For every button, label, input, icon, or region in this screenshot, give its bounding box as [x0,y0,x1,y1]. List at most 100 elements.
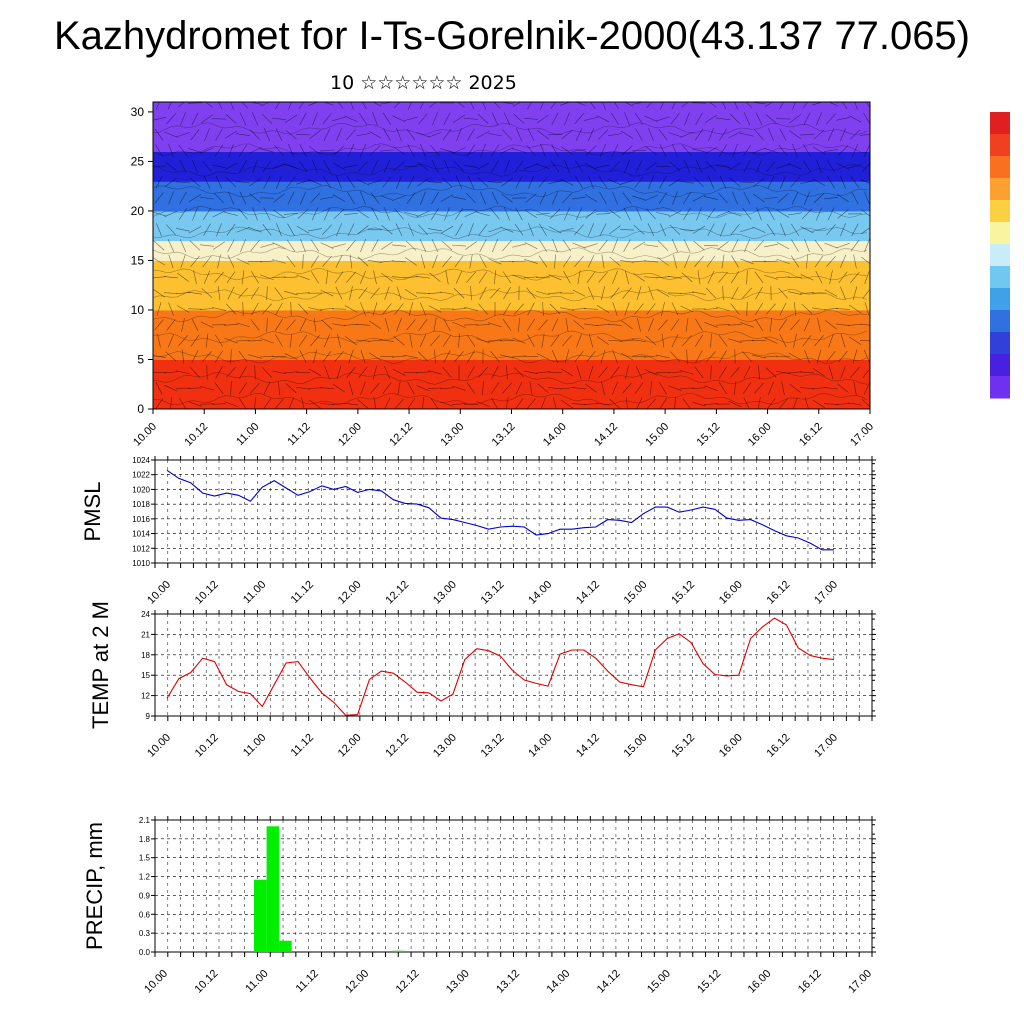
wind-barb [360,302,366,316]
wind-barb [802,160,812,173]
wind-barb [350,102,354,110]
wind-barb [637,317,641,332]
wind-barb [482,102,487,110]
wind-barb [200,308,214,310]
wind-barb [527,302,535,316]
wind-barb [775,118,791,120]
colorbar-segment [990,332,1010,355]
wind-barb [621,320,633,330]
wind-barb [574,255,584,267]
wind-barb [188,194,202,202]
wind-barb [572,242,586,249]
wind-barb [608,133,622,137]
wind-barb [779,128,787,142]
wind-barb [320,289,334,297]
wind-barb [612,302,618,316]
precip-bar [279,940,292,952]
wind-barb [596,305,610,313]
wind-barb [275,334,283,347]
wind-barb [551,112,559,126]
wind-barb [273,209,285,219]
wind-barb [478,366,488,378]
wind-barb [225,177,237,188]
wind-barb [227,255,235,268]
wind-barb [658,128,668,141]
wind-barb [740,227,754,233]
wind-barb [514,223,524,236]
wind-barb [337,333,341,348]
wind-barb [323,128,331,142]
wind-barb [781,381,785,396]
wind-barb [551,318,559,332]
wind-barb [863,112,870,125]
wind-barb [596,164,610,169]
wind-barb [539,223,547,236]
wind-barb [634,176,644,188]
wind-barb [836,163,850,170]
wind-barb [695,350,703,363]
wind-barb [536,371,550,374]
wind-barb [165,161,177,171]
wind-barb [190,255,200,268]
wind-barb [731,255,739,268]
wind-barb [179,397,187,409]
wind-barb [657,257,669,266]
wind-barb [624,112,630,126]
wind-barb [478,223,488,236]
wind-barb [250,239,260,252]
colorbar-segment [990,354,1010,377]
temp-panel-y-tick-label: 12 [141,692,150,701]
wind-barb [238,287,248,299]
wind-barb [863,144,870,157]
pmsl-panel-y-tick-label: 1012 [132,544,150,553]
wind-barb [236,322,250,328]
wind-barb [800,226,814,234]
wind-barb [179,239,187,253]
wind-barb [669,351,681,362]
wind-barb [266,286,268,301]
wind-barb [451,308,467,310]
wind-barb [523,118,539,120]
wind-barb [524,209,538,218]
wind-barb [415,371,431,374]
wind-barb [335,286,343,300]
wind-barb [635,159,643,173]
wind-barb [644,355,658,358]
wind-barb [524,242,538,250]
wind-barb [491,397,499,409]
wind-barb [168,254,174,269]
wind-barb [611,112,619,125]
wind-barb [428,181,442,184]
wind-barb [490,382,500,395]
wind-barb [518,317,520,332]
wind-barb [528,175,534,189]
precip-panel-y-tick-label: 0.6 [139,910,151,919]
heatmap-y-tick-label: 20 [131,204,145,218]
wind-barb [392,244,406,247]
wind-barb [826,113,836,125]
wind-barb [514,303,524,315]
wind-barb [443,318,451,332]
pmsl-x-tick-label: 10.12 [193,579,221,607]
wind-barb [382,176,392,188]
wind-barb [802,334,812,347]
wind-barb [766,398,776,409]
wind-barb [214,382,224,394]
contour-line [153,205,868,219]
wind-barb [624,159,630,173]
wind-barb [250,382,260,394]
wind-barb [212,307,226,311]
wind-barb [323,102,334,106]
wind-barb [624,270,630,285]
wind-barb [296,225,310,234]
wind-barb [812,387,826,390]
wind-barb [284,163,298,169]
wind-barb [167,239,175,253]
wind-barb [560,178,574,186]
wind-barb [599,223,607,237]
wind-barb [309,146,321,155]
wind-barb [302,254,304,269]
heatmap-y-tick-label: 0 [137,402,144,416]
wind-barb [188,226,202,234]
